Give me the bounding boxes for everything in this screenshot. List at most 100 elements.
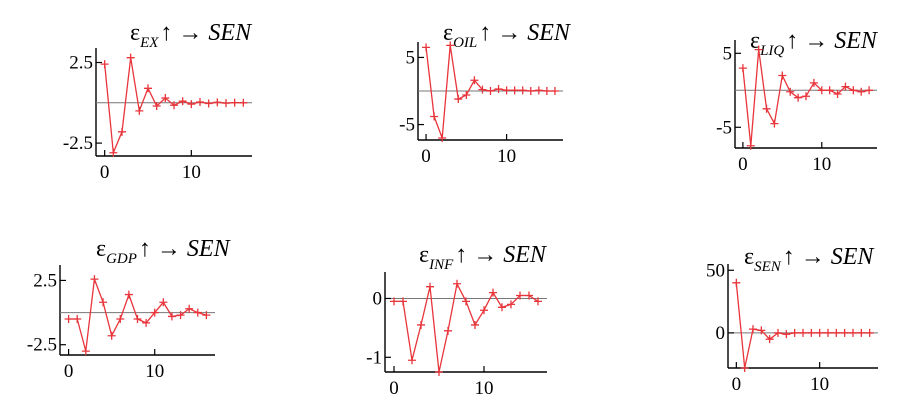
data-point: [774, 328, 782, 337]
data-point: [126, 53, 135, 62]
data-point: [542, 87, 551, 95]
data-point: [786, 87, 795, 96]
data-point: [480, 306, 488, 315]
data-point: [824, 328, 832, 337]
data-point: [438, 133, 447, 142]
data-point: [81, 347, 90, 356]
data-point: [486, 87, 495, 95]
data-point: [865, 328, 874, 337]
data-point: [817, 86, 826, 95]
data-point: [390, 297, 398, 306]
y-tick-label: 50: [706, 260, 725, 281]
data-point: [802, 92, 810, 101]
data-point: [170, 101, 178, 110]
title-response-variable: SEN: [831, 244, 876, 270]
panel-title: εLIQ↑ → SEN: [750, 28, 879, 59]
data-point: [100, 60, 109, 69]
data-point: [187, 100, 196, 109]
data-point: [73, 315, 82, 323]
data-point: [222, 99, 230, 108]
x-tick-label: 10: [812, 154, 831, 175]
data-point: [471, 320, 479, 329]
data-point: [738, 64, 747, 73]
data-point: [118, 127, 126, 136]
data-point: [510, 86, 519, 95]
data-point: [142, 318, 151, 327]
chart-panel-ex: εEX↑ → SEN 2.5 -2.5 0 10: [63, 20, 253, 183]
data-point: [196, 98, 204, 106]
data-point: [833, 90, 842, 98]
title-subscript: LIQ: [759, 43, 784, 59]
panel-title: εOIL↑ → SEN: [443, 20, 572, 51]
data-point: [534, 86, 543, 95]
y-tick-label: -5: [716, 117, 732, 138]
data-point: [478, 85, 487, 94]
data-point: [815, 328, 824, 337]
x-tick-label: 0: [421, 146, 431, 167]
data-point: [498, 303, 506, 312]
data-point: [90, 275, 99, 284]
y-tick-label: 0: [716, 323, 726, 344]
data-point: [525, 291, 533, 300]
data-point: [193, 308, 202, 317]
data-point: [502, 86, 511, 95]
data-point: [765, 335, 774, 344]
x-tick-label: 0: [100, 162, 110, 183]
title-epsilon: ε: [750, 28, 760, 54]
data-point: [518, 86, 527, 95]
chart-panel-oil: εOIL↑ → SEN 5 -5 0 10: [399, 20, 572, 167]
data-point: [489, 288, 497, 297]
y-tick-label: -2.5: [63, 133, 93, 154]
data-point: [762, 104, 771, 113]
data-point: [167, 312, 176, 321]
y-tick-label: 5: [406, 47, 416, 68]
data-point: [849, 86, 858, 95]
title-arrows: ↑ →: [139, 236, 187, 262]
x-tick-label: 0: [732, 374, 742, 395]
data-point: [107, 331, 116, 340]
title-arrows: ↑ →: [455, 242, 503, 268]
title-subscript: SEN: [754, 259, 782, 275]
chart-panel-gdp: εGDP↑ → SEN 2.5 -2.5 0 10: [27, 236, 232, 382]
data-point: [857, 87, 866, 96]
title-subscript: EX: [139, 35, 159, 51]
data-point: [133, 315, 142, 323]
data-point: [770, 119, 779, 128]
data-point: [144, 84, 152, 93]
title-response-variable: SEN: [503, 242, 548, 268]
data-point: [135, 106, 144, 115]
x-tick-label: 10: [182, 162, 201, 183]
data-point: [99, 298, 108, 307]
data-point: [159, 298, 168, 307]
data-point: [150, 308, 159, 317]
data-point: [161, 93, 170, 102]
series-line: [735, 282, 870, 369]
data-point: [778, 71, 787, 80]
data-point: [202, 311, 211, 320]
data-point: [422, 43, 431, 52]
data-point: [825, 86, 834, 95]
title-response-variable: SEN: [208, 20, 253, 46]
title-response-variable: SEN: [527, 20, 572, 46]
data-point: [213, 98, 222, 107]
y-tick-label: -2.5: [27, 335, 57, 356]
title-arrows: ↑ →: [479, 20, 527, 46]
title-epsilon: ε: [96, 236, 106, 262]
x-tick-label: 0: [64, 361, 74, 382]
y-tick-label: 2.5: [33, 270, 57, 291]
data-point: [732, 278, 741, 287]
series-line: [394, 281, 539, 373]
data-point: [840, 328, 849, 337]
data-point: [435, 368, 443, 376]
data-point: [550, 87, 559, 95]
data-point: [116, 315, 125, 323]
data-point: [516, 291, 524, 300]
data-point: [809, 78, 818, 87]
title-subscript: INF: [428, 257, 454, 273]
x-tick-label: 0: [389, 378, 399, 399]
title-epsilon: ε: [130, 20, 140, 46]
data-point: [754, 45, 763, 54]
y-tick-label: 0: [373, 288, 383, 309]
